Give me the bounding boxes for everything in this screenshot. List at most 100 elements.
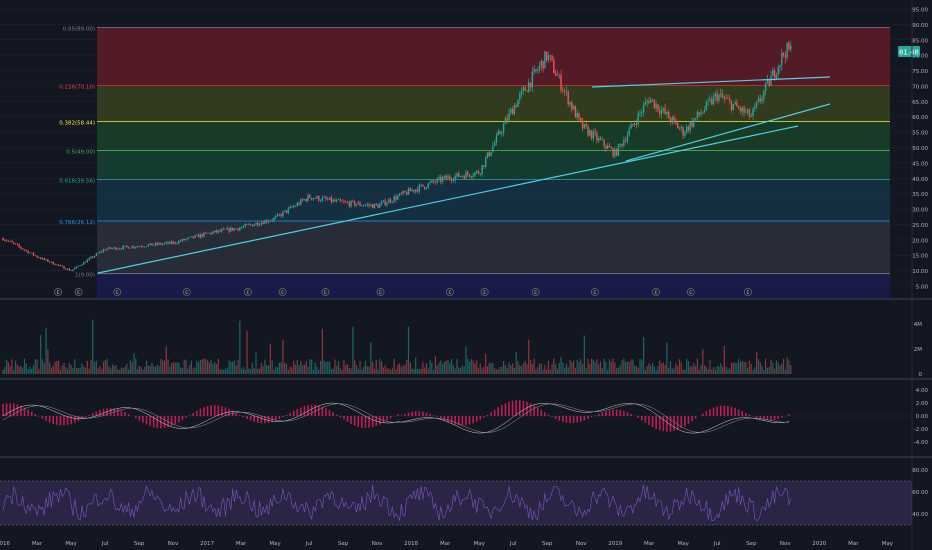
- candle-body: [547, 55, 550, 61]
- macd-histogram-bar: [648, 416, 650, 426]
- macd-histogram-bar: [379, 416, 381, 425]
- candle-body: [316, 196, 318, 199]
- candle-body: [63, 266, 65, 269]
- volume-bar: [219, 369, 221, 374]
- volume-bar: [732, 362, 734, 374]
- earnings-marker-circle: [74, 288, 83, 296]
- candle-body: [668, 111, 670, 119]
- earnings-marker-label: E: [57, 290, 60, 296]
- volume-pane[interactable]: [2, 319, 792, 374]
- volume-bar: [773, 368, 776, 374]
- earnings-marker[interactable]: E: [743, 288, 752, 296]
- time-axis[interactable]: 2016 Mar May Jul Sep Nov 2017 Mar May Jul Sep Nov 20…: [0, 541, 894, 547]
- volume-bar: [223, 370, 225, 374]
- earnings-marker[interactable]: E: [74, 288, 83, 296]
- earnings-marker[interactable]: E: [182, 288, 191, 296]
- candle-body: [48, 261, 51, 263]
- candle-body: [346, 202, 349, 203]
- candle-body: [350, 200, 352, 207]
- volume-bar: [492, 363, 494, 374]
- candle-body: [580, 117, 582, 122]
- earnings-marker[interactable]: E: [531, 288, 540, 296]
- earnings-marker-label: E: [483, 290, 486, 296]
- candle-body: [321, 197, 324, 201]
- candle-body: [323, 197, 325, 198]
- trendlines[interactable]: [97, 76, 831, 274]
- volume-bar: [686, 359, 688, 374]
- volume-bar: [359, 361, 361, 374]
- candle-body: [375, 203, 377, 205]
- earnings-marker[interactable]: E: [54, 288, 62, 296]
- candle-body: [438, 177, 440, 179]
- time-tick-label: May: [65, 541, 77, 547]
- earnings-marker[interactable]: E: [376, 288, 385, 296]
- earnings-marker[interactable]: E: [480, 288, 489, 296]
- earnings-marker-label: E: [746, 290, 749, 296]
- earnings-marker[interactable]: E: [590, 288, 599, 296]
- volume-bar: [470, 359, 472, 374]
- volume-bar: [727, 369, 729, 374]
- time-tick-label: Jul: [713, 541, 721, 547]
- earnings-marker[interactable]: E: [446, 288, 454, 296]
- trendline-long-term-support[interactable]: [97, 125, 799, 274]
- candle-body: [169, 241, 171, 244]
- earnings-marker[interactable]: E: [652, 288, 660, 296]
- earnings-marker[interactable]: E: [278, 288, 287, 296]
- earnings-marker[interactable]: E: [243, 288, 252, 296]
- volume-bar: [106, 358, 108, 374]
- macd-histogram-bar: [608, 410, 611, 416]
- candle-body: [784, 55, 787, 58]
- candle-body: [655, 104, 657, 109]
- earnings-marker[interactable]: E: [686, 288, 695, 296]
- candle-body: [773, 69, 776, 78]
- volume-bar: [370, 342, 372, 374]
- candle-body: [124, 245, 126, 247]
- candle-body: [739, 108, 742, 112]
- candle-body: [307, 195, 309, 201]
- trendline-channel-upper[interactable]: [591, 76, 831, 88]
- volume-bar: [43, 363, 45, 374]
- candle-body: [675, 119, 677, 124]
- candle-body: [574, 106, 577, 118]
- volume-bar: [90, 359, 92, 374]
- candle-body: [614, 149, 616, 157]
- price-tick-label: 90.00: [912, 23, 928, 29]
- macd-histogram-bar: [723, 405, 726, 416]
- macd-histogram-bar: [357, 416, 360, 427]
- volume-bar: [504, 365, 507, 374]
- macd-histogram-bar: [203, 407, 205, 416]
- candle-body: [434, 182, 437, 183]
- volume-bar: [83, 366, 85, 374]
- candle-body: [691, 121, 693, 127]
- candle-body: [84, 262, 87, 263]
- earnings-marker[interactable]: E: [113, 288, 122, 296]
- volume-bar: [698, 369, 700, 374]
- earnings-marker[interactable]: E: [321, 288, 330, 296]
- volume-bar: [546, 369, 548, 374]
- volume-bar: [41, 359, 44, 374]
- volume-bar: [284, 362, 286, 374]
- volume-bar: [495, 369, 498, 374]
- macd-pane[interactable]: [0, 400, 912, 434]
- price-axis[interactable]: 95.00 90.00 85.00 80.00 75.00 70.00 65.00 60.00…: [912, 8, 928, 291]
- volume-bar: [54, 361, 56, 374]
- volume-bar: [147, 365, 149, 374]
- rsi-pane[interactable]: [0, 480, 912, 526]
- volume-bar: [508, 362, 510, 374]
- volume-bar: [467, 358, 469, 374]
- trendline-channel-lower[interactable]: [625, 103, 831, 162]
- price-tick-label: 65.00: [912, 100, 928, 106]
- volume-bar: [298, 365, 300, 374]
- volume-bar: [5, 359, 8, 374]
- macd-histogram-bar: [680, 416, 683, 429]
- macd-histogram-bar: [181, 416, 184, 421]
- fibonacci-retracement[interactable]: 0.85(89.00) 0.236(70.10) 0.382(58.44) 0.5(4…: [59, 26, 890, 298]
- volume-bar: [454, 368, 456, 374]
- volume-bar: [59, 369, 62, 374]
- candle-body: [431, 180, 433, 183]
- candle-body: [355, 204, 358, 206]
- price-candles[interactable]: [2, 40, 792, 272]
- candle-body: [732, 104, 735, 110]
